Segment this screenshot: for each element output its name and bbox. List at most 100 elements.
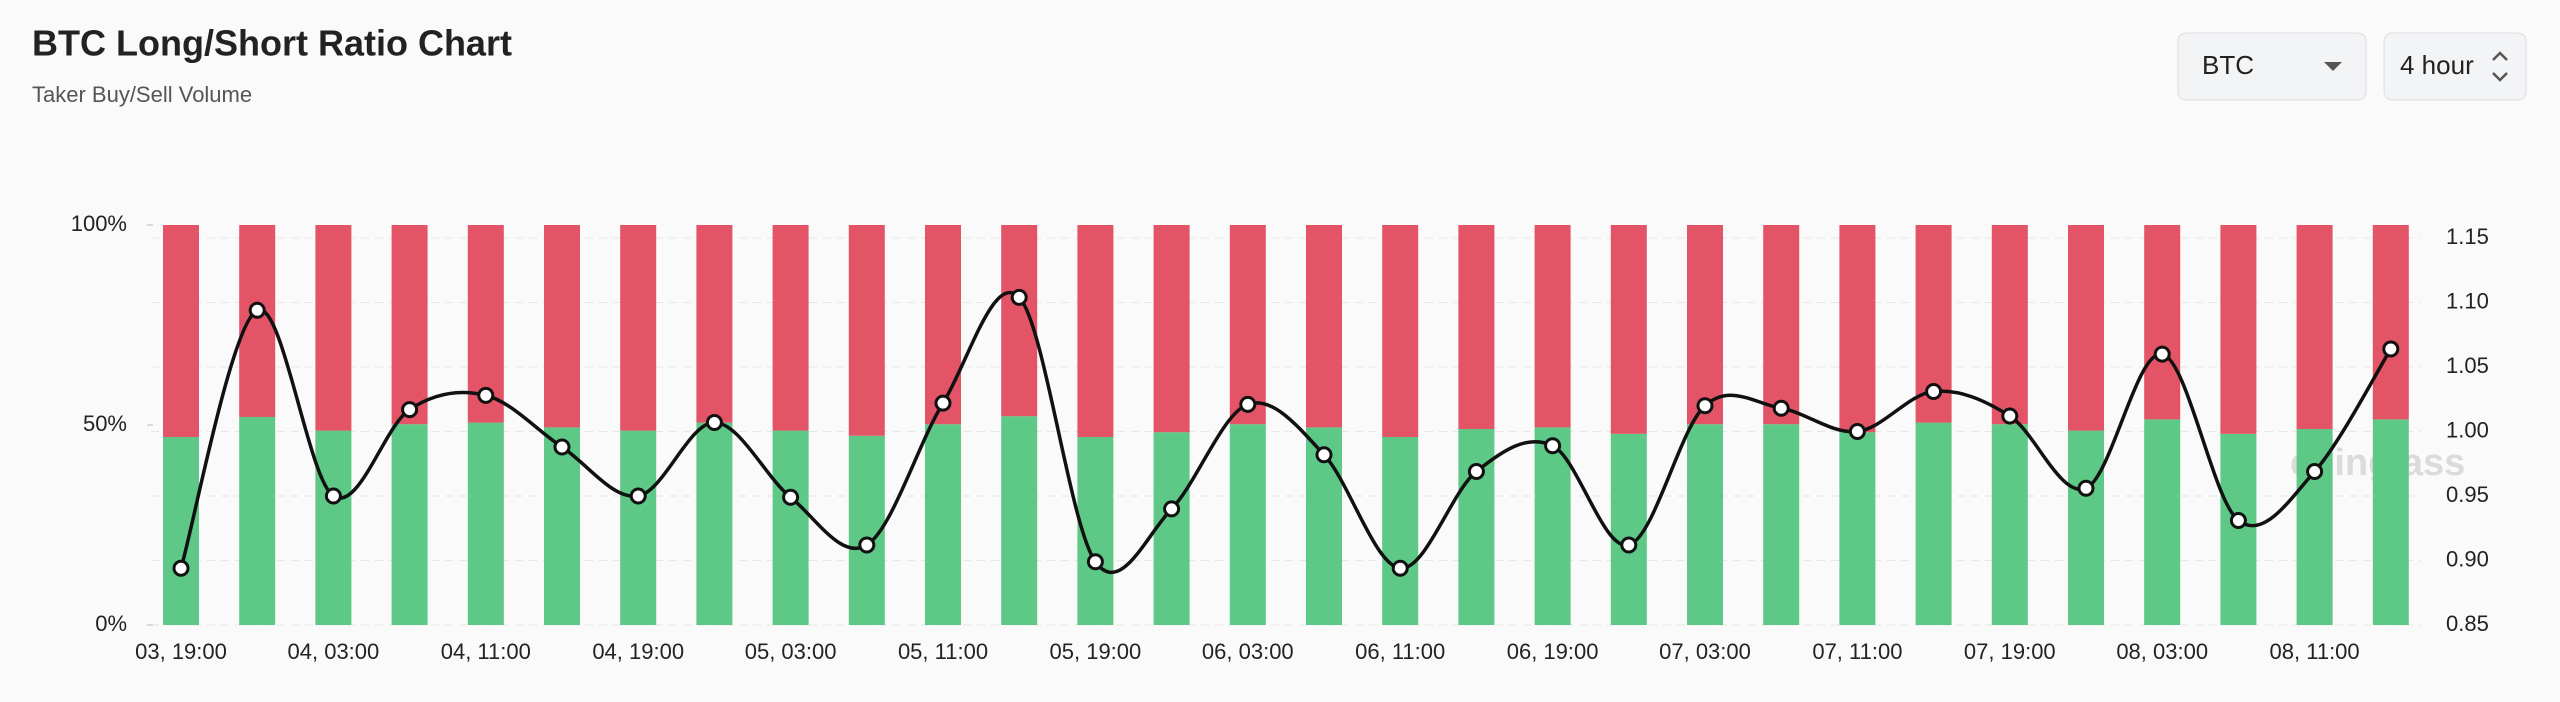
x-tick-label: 05, 11:00 [898,639,988,664]
ratio-point [1239,395,1257,413]
x-tick-label: 04, 19:00 [592,639,684,664]
ratio-point [705,413,723,431]
long-bar [1229,424,1266,625]
symbol-select-label: BTC [2202,50,2254,80]
short-bar [2068,225,2104,431]
short-bar [772,225,809,431]
long-bar [467,422,504,625]
ratio-point [2382,340,2400,358]
short-bar [620,225,657,431]
x-tick-label: 08, 03:00 [2116,639,2208,664]
long-bar [1763,424,1800,625]
ratio-point [1848,423,1866,440]
ratio-point [172,559,190,577]
ratio-point [1086,553,1104,571]
long-bar [2296,429,2333,625]
x-tick-label: 05, 19:00 [1050,639,1142,664]
spinner-arrows [2492,51,2508,82]
ratio-point [858,536,876,554]
ratio-point [1925,383,1943,401]
y-tick-label: 100% [71,211,127,236]
y2-tick-label: 1.10 [2446,288,2489,313]
short-bar [2220,225,2257,434]
x-tick-label: 04, 03:00 [288,639,380,664]
short-bar [1382,225,1419,437]
y2-tick-label: 1.00 [2446,417,2489,442]
y2-tick-label: 1.05 [2446,353,2489,378]
ratio-point [2001,407,2019,425]
ratio-point [1544,437,1562,455]
long-bar [1534,427,1571,625]
short-bar [2144,225,2181,420]
symbol-select[interactable] [2177,32,2367,101]
short-bar [1991,225,2028,425]
y2-tick-label: 0.90 [2446,546,2489,571]
interval-select-label: 4 hour [2400,50,2474,80]
long-bar [2372,419,2409,625]
x-tick-label: 04, 11:00 [441,639,531,664]
x-tick-label: 06, 11:00 [1355,639,1445,664]
short-bar [315,225,352,431]
short-bar [391,225,428,425]
long-bar [239,417,276,625]
long-bar [1382,437,1419,625]
short-bar [925,225,961,425]
ratio-point [1163,500,1181,518]
chart-subtitle: Taker Buy/Sell Volume [32,82,252,107]
long-bar [391,424,428,625]
short-bar [1763,225,1800,425]
chart-title: BTC Long/Short Ratio Chart [32,23,512,64]
short-bar [1534,225,1571,428]
long-bar [315,430,352,625]
y2-tick-label: 0.95 [2446,482,2489,507]
ratio-point [2153,345,2171,363]
long-bar [1153,432,1190,625]
long-bar [163,437,199,625]
long-bar [1687,424,1723,625]
long-bar [2068,430,2104,625]
short-bar [163,225,199,437]
interval-select[interactable] [2383,32,2527,101]
long-bar [2220,433,2257,625]
ratio-line [179,290,2393,575]
short-bar [1077,225,1114,437]
x-tick-label: 06, 19:00 [1507,639,1599,664]
ratio-point [1391,559,1409,577]
long-bar [1458,429,1495,625]
long-bar [1991,424,2028,625]
x-tick-label: 03, 19:00 [135,639,227,664]
x-tick-label: 06, 03:00 [1202,639,1294,664]
x-tick-label: 07, 03:00 [1659,639,1751,664]
ratio-point [2306,462,2324,480]
long-bar [544,427,580,625]
dropdown-arrow [2324,62,2342,71]
short-bar [544,225,580,428]
ratio-point [1772,399,1790,417]
ratio-point [401,401,419,419]
short-bar [1306,225,1342,428]
ratio-point [934,394,952,412]
ratio-point [553,438,571,456]
ratio-point [2229,512,2247,530]
x-tick-label: 08, 11:00 [2270,639,2360,664]
ratio-point [324,487,342,505]
short-bar [1687,225,1723,425]
long-bar [1839,432,1876,625]
x-tick-label: 07, 19:00 [1964,639,2056,664]
ratio-point [2077,479,2095,497]
short-bar [1153,225,1190,433]
y2-tick-label: 0.85 [2446,611,2489,636]
long-bar [696,422,733,625]
ratio-point [477,386,495,404]
long-bar [620,430,657,625]
short-bar [239,225,276,417]
ratio-point [1467,462,1485,480]
long-bar [772,430,809,625]
short-bar [1839,225,1876,433]
long-bar [1001,416,1038,625]
y2-tick-label: 1.15 [2446,224,2489,249]
long-bar [1610,433,1647,625]
long-bar [1915,422,1952,625]
short-bar [2296,225,2333,429]
